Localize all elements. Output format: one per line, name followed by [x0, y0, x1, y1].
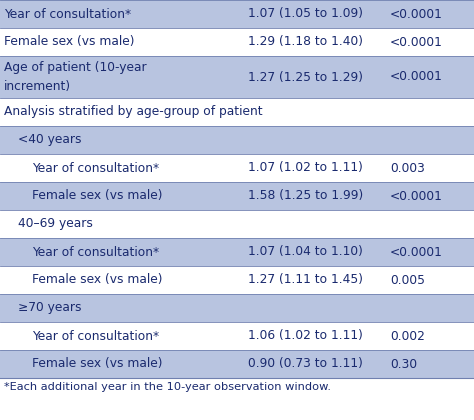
Text: 1.29 (1.18 to 1.40): 1.29 (1.18 to 1.40)	[248, 36, 363, 48]
Text: Age of patient (10-year: Age of patient (10-year	[4, 61, 146, 74]
Bar	[0, 210, 474, 238]
Text: Female sex (vs male): Female sex (vs male)	[32, 357, 163, 370]
Text: 1.07 (1.05 to 1.09): 1.07 (1.05 to 1.09)	[248, 8, 363, 21]
Bar	[0, 28, 474, 56]
Text: <0.0001: <0.0001	[390, 36, 443, 48]
Text: 1.27 (1.11 to 1.45): 1.27 (1.11 to 1.45)	[248, 273, 363, 286]
Text: *Each additional year in the 10-year observation window.: *Each additional year in the 10-year obs…	[4, 382, 331, 392]
Text: 1.06 (1.02 to 1.11): 1.06 (1.02 to 1.11)	[248, 330, 363, 342]
Text: Year of consultation*: Year of consultation*	[4, 8, 131, 21]
Bar	[0, 294, 474, 322]
Text: increment): increment)	[4, 80, 71, 93]
Text: Year of consultation*: Year of consultation*	[32, 162, 159, 174]
Bar	[0, 126, 474, 154]
Text: Female sex (vs male): Female sex (vs male)	[4, 36, 135, 48]
Text: <0.0001: <0.0001	[390, 189, 443, 202]
Bar	[0, 56, 474, 98]
Text: ≥70 years: ≥70 years	[18, 302, 82, 315]
Bar	[0, 238, 474, 266]
Text: Female sex (vs male): Female sex (vs male)	[32, 273, 163, 286]
Text: Analysis stratified by age-group of patient: Analysis stratified by age-group of pati…	[4, 105, 263, 118]
Text: <0.0001: <0.0001	[390, 246, 443, 258]
Text: <40 years: <40 years	[18, 134, 82, 147]
Text: 0.90 (0.73 to 1.11): 0.90 (0.73 to 1.11)	[248, 357, 363, 370]
Text: Female sex (vs male): Female sex (vs male)	[32, 189, 163, 202]
Text: 1.07 (1.04 to 1.10): 1.07 (1.04 to 1.10)	[248, 246, 363, 258]
Bar	[0, 98, 474, 126]
Bar	[0, 182, 474, 210]
Text: 0.005: 0.005	[390, 273, 425, 286]
Text: Year of consultation*: Year of consultation*	[32, 330, 159, 342]
Text: 0.003: 0.003	[390, 162, 425, 174]
Bar	[0, 350, 474, 378]
Text: 0.30: 0.30	[390, 357, 417, 370]
Text: 1.07 (1.02 to 1.11): 1.07 (1.02 to 1.11)	[248, 162, 363, 174]
Bar	[0, 322, 474, 350]
Text: <0.0001: <0.0001	[390, 71, 443, 84]
Bar	[0, 266, 474, 294]
Text: 40–69 years: 40–69 years	[18, 218, 93, 231]
Text: 0.002: 0.002	[390, 330, 425, 342]
Bar	[0, 0, 474, 28]
Text: 1.58 (1.25 to 1.99): 1.58 (1.25 to 1.99)	[248, 189, 363, 202]
Text: 1.27 (1.25 to 1.29): 1.27 (1.25 to 1.29)	[248, 71, 363, 84]
Text: Year of consultation*: Year of consultation*	[32, 246, 159, 258]
Text: <0.0001: <0.0001	[390, 8, 443, 21]
Bar	[0, 154, 474, 182]
